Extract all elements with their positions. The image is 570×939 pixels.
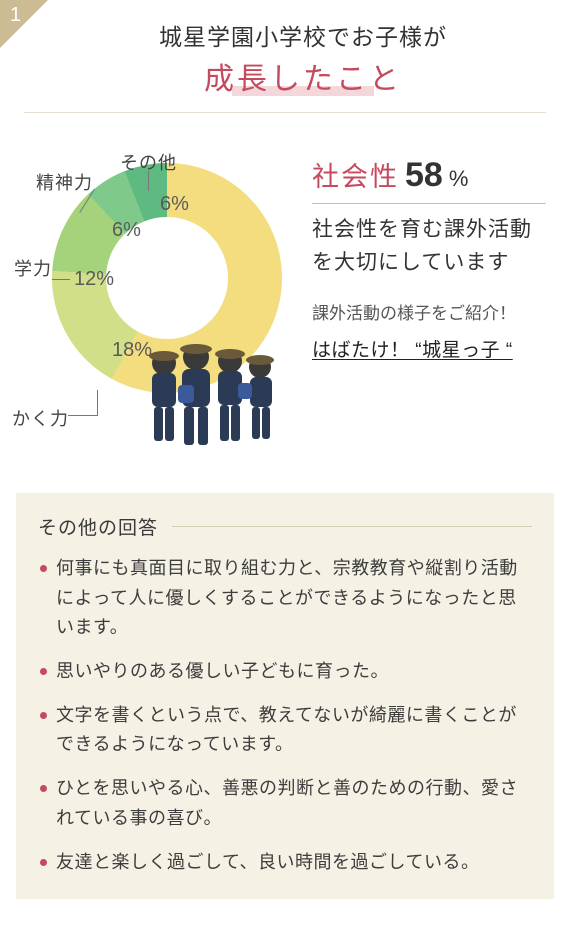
- label-seishin: 精神力: [36, 169, 93, 195]
- side-link[interactable]: はばたけ！ “城星っ子 “: [312, 335, 513, 362]
- other-list-item: 友達と楽しく過ごして、良い時間を過ごしている。: [38, 848, 532, 878]
- badge-number: 1: [10, 4, 21, 27]
- pct-gaku: 12%: [74, 268, 114, 291]
- corner-badge: [0, 0, 48, 48]
- other-list-item: 文字を書くという点で、教えてないが綺麗に書くことができるようになっています。: [38, 701, 532, 760]
- pct-seishin: 6%: [112, 219, 141, 242]
- leader-gaku: [52, 279, 70, 280]
- other-list-item: 何事にも真面目に取り組む力と、宗教教育や縦割り活動によって人に優しくすることがで…: [38, 554, 532, 643]
- label-kaku: かく力: [12, 405, 69, 431]
- other-title-line: [172, 526, 532, 527]
- survey-card: 1 城星学園小学校でお子様が 成長したこと 18% 12% 6% 6% かく力 …: [0, 0, 570, 917]
- other-answers-box: その他の回答 何事にも真面目に取り組む力と、宗教教育や縦割り活動によって人に優し…: [16, 493, 554, 899]
- other-title: その他の回答: [38, 513, 158, 540]
- title-line2: 成長したこと: [204, 54, 402, 98]
- side-caption: 社会性を育む課外活動を大切にしています: [312, 214, 546, 279]
- other-title-row: その他の回答: [38, 513, 532, 540]
- leader-sonota: [148, 171, 149, 191]
- pct-sonota: 6%: [160, 193, 189, 216]
- side-note: 課外活動の様子をご紹介！: [312, 301, 546, 327]
- headline-unit: %: [449, 166, 469, 192]
- leader-kaku: [68, 415, 98, 416]
- side-info: 社会性 58% 社会性を育む課外活動を大切にしています 課外活動の様子をご紹介！…: [312, 133, 558, 473]
- headline-value: 58: [405, 156, 443, 195]
- pct-kaku: 18%: [112, 339, 152, 362]
- title-block: 城星学園小学校でお子様が 成長したこと: [0, 0, 570, 112]
- label-gaku: 学力: [14, 255, 52, 281]
- leader-kaku-v: [97, 390, 98, 416]
- side-separator: [312, 203, 546, 204]
- chart-section: 18% 12% 6% 6% かく力 学力 精神力 その他: [0, 113, 570, 487]
- other-list-item: 思いやりのある優しい子どもに育った。: [38, 657, 532, 687]
- donut-chart: 18% 12% 6% 6% かく力 学力 精神力 その他: [12, 133, 312, 473]
- headline-label: 社会性: [312, 155, 399, 194]
- headline: 社会性 58%: [312, 155, 546, 195]
- other-list: 何事にも真面目に取り組む力と、宗教教育や縦割り活動によって人に優しくすることがで…: [38, 554, 532, 877]
- other-list-item: ひとを思いやる心、善悪の判断と善のための行動、愛されている事の喜び。: [38, 774, 532, 833]
- title-line1: 城星学園小学校でお子様が: [60, 18, 546, 52]
